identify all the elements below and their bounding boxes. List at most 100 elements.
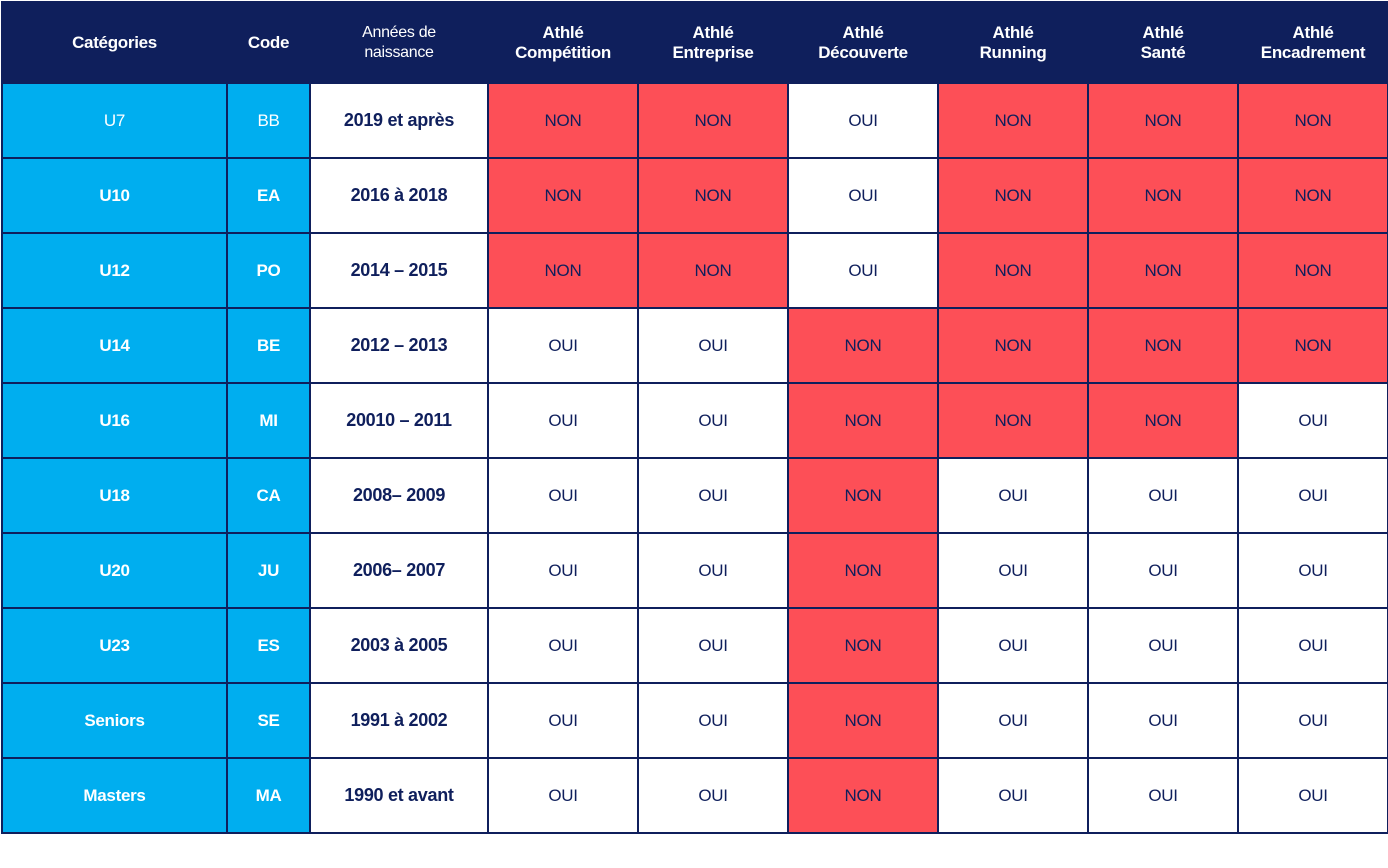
header-code: Code <box>226 1 311 84</box>
eligibility-cell-non: NON <box>787 607 939 684</box>
table-row: U20 JU 2006– 2007 OUI OUI NON OUI OUI OUI <box>1 532 1388 609</box>
header-option-line1: Athlé <box>1142 22 1184 42</box>
eligibility-cell-oui: OUI <box>1237 457 1388 534</box>
eligibility-cell-non: NON <box>487 82 639 159</box>
eligibility-cell-oui: OUI <box>487 757 639 834</box>
header-option-line2: Compétition <box>515 42 611 62</box>
eligibility-cell-non: NON <box>937 382 1089 459</box>
eligibility-cell-oui: OUI <box>1237 382 1388 459</box>
eligibility-cell-oui: OUI <box>1237 682 1388 759</box>
code-cell: EA <box>226 157 311 234</box>
eligibility-cell-non: NON <box>787 682 939 759</box>
header-option-line2: Entreprise <box>672 42 754 62</box>
category-cell: U14 <box>1 307 228 384</box>
eligibility-cell-oui: OUI <box>487 532 639 609</box>
header-athle-encadrement: Athlé Encadrement <box>1237 1 1388 84</box>
category-cell: U18 <box>1 457 228 534</box>
eligibility-cell-non: NON <box>1237 82 1388 159</box>
eligibility-cell-non: NON <box>937 307 1089 384</box>
category-cell: U20 <box>1 532 228 609</box>
eligibility-cell-non: NON <box>637 157 789 234</box>
header-option-line1: Athlé <box>842 22 884 42</box>
eligibility-cell-oui: OUI <box>937 532 1089 609</box>
eligibility-cell-oui: OUI <box>487 607 639 684</box>
header-option-line2: Découverte <box>818 42 908 62</box>
category-cell: U23 <box>1 607 228 684</box>
eligibility-cell-non: NON <box>1087 157 1239 234</box>
header-birth-years: Années de naissance <box>309 1 489 84</box>
header-option-line1: Athlé <box>542 22 584 42</box>
eligibility-cell-oui: OUI <box>1237 607 1388 684</box>
header-option-line2: Encadrement <box>1260 42 1366 62</box>
header-categories: Catégories <box>1 1 228 84</box>
eligibility-cell-oui: OUI <box>487 307 639 384</box>
code-cell: PO <box>226 232 311 309</box>
eligibility-cell-oui: OUI <box>1087 457 1239 534</box>
table-row: Masters MA 1990 et avant OUI OUI NON OUI OUI OUI <box>1 757 1388 834</box>
eligibility-cell-oui: OUI <box>487 682 639 759</box>
header-athle-running: Athlé Running <box>937 1 1089 84</box>
birth-years-cell: 2019 et après <box>309 82 489 159</box>
code-cell: ES <box>226 607 311 684</box>
eligibility-cell-oui: OUI <box>937 682 1089 759</box>
categories-table: Catégories Code Années de naissance Athl… <box>1 1 1388 834</box>
table-row: U10 EA 2016 à 2018 NON NON OUI NON NON NON <box>1 157 1388 234</box>
header-birth-years-line1: Années de <box>362 23 436 41</box>
eligibility-cell-oui: OUI <box>1087 682 1239 759</box>
birth-years-cell: 1991 à 2002 <box>309 682 489 759</box>
category-cell: Masters <box>1 757 228 834</box>
table-row: U14 BE 2012 – 2013 OUI OUI NON NON NON NON <box>1 307 1388 384</box>
code-cell: JU <box>226 532 311 609</box>
table-row: U16 MI 20010 – 2011 OUI OUI NON NON NON OUI <box>1 382 1388 459</box>
eligibility-cell-non: NON <box>637 232 789 309</box>
eligibility-cell-non: NON <box>937 157 1089 234</box>
eligibility-cell-non: NON <box>1237 307 1388 384</box>
category-cell: U16 <box>1 382 228 459</box>
category-cell: U12 <box>1 232 228 309</box>
eligibility-cell-oui: OUI <box>1237 757 1388 834</box>
eligibility-cell-non: NON <box>1087 307 1239 384</box>
header-option-line2: Santé <box>1140 42 1186 62</box>
eligibility-cell-oui: OUI <box>487 457 639 534</box>
code-cell: SE <box>226 682 311 759</box>
table-header: Catégories Code Années de naissance Athl… <box>1 1 1388 84</box>
eligibility-cell-non: NON <box>1087 232 1239 309</box>
birth-years-cell: 2014 – 2015 <box>309 232 489 309</box>
birth-years-cell: 20010 – 2011 <box>309 382 489 459</box>
eligibility-cell-oui: OUI <box>1087 532 1239 609</box>
table-body: U7 BB 2019 et après NON NON OUI NON NON NON U10 EA… <box>1 82 1388 834</box>
eligibility-cell-non: NON <box>937 82 1089 159</box>
eligibility-cell-non: NON <box>787 532 939 609</box>
header-birth-years-line2: naissance <box>364 43 434 61</box>
category-cell: U7 <box>1 82 228 159</box>
table-row: U23 ES 2003 à 2005 OUI OUI NON OUI OUI OUI <box>1 607 1388 684</box>
header-athle-entreprise: Athlé Entreprise <box>637 1 789 84</box>
eligibility-cell-non: NON <box>787 757 939 834</box>
eligibility-cell-non: NON <box>487 157 639 234</box>
eligibility-cell-non: NON <box>787 307 939 384</box>
eligibility-cell-oui: OUI <box>1087 757 1239 834</box>
birth-years-cell: 1990 et avant <box>309 757 489 834</box>
eligibility-cell-oui: OUI <box>1237 532 1388 609</box>
category-cell: Seniors <box>1 682 228 759</box>
eligibility-cell-oui: OUI <box>937 457 1089 534</box>
header-row: Catégories Code Années de naissance Athl… <box>1 1 1388 84</box>
birth-years-cell: 2012 – 2013 <box>309 307 489 384</box>
table-row: U18 CA 2008– 2009 OUI OUI NON OUI OUI OUI <box>1 457 1388 534</box>
category-cell: U10 <box>1 157 228 234</box>
eligibility-cell-non: NON <box>1087 82 1239 159</box>
table-row: U12 PO 2014 – 2015 NON NON OUI NON NON NON <box>1 232 1388 309</box>
header-option-line1: Athlé <box>692 22 734 42</box>
header-option-line2: Running <box>979 42 1047 62</box>
code-cell: CA <box>226 457 311 534</box>
code-cell: MA <box>226 757 311 834</box>
eligibility-cell-oui: OUI <box>637 607 789 684</box>
code-cell: BB <box>226 82 311 159</box>
birth-years-cell: 2006– 2007 <box>309 532 489 609</box>
eligibility-cell-non: NON <box>487 232 639 309</box>
eligibility-cell-oui: OUI <box>637 457 789 534</box>
eligibility-cell-non: NON <box>937 232 1089 309</box>
eligibility-cell-oui: OUI <box>1087 607 1239 684</box>
eligibility-cell-oui: OUI <box>637 682 789 759</box>
header-athle-sante: Athlé Santé <box>1087 1 1239 84</box>
